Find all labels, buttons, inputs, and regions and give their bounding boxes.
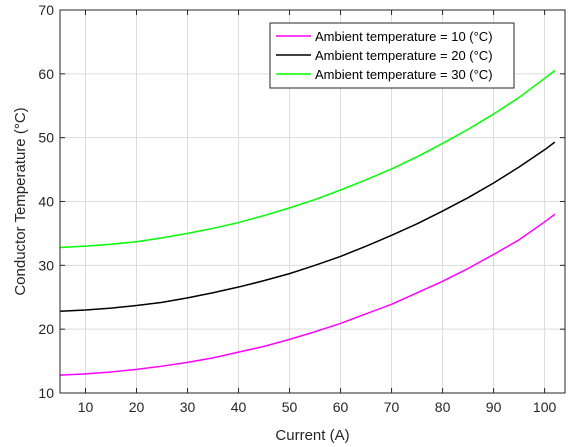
x-axis-ticks: 10 20 30 40 50 60 70 80 90 100	[78, 10, 557, 415]
x-axis-label: Current (A)	[275, 427, 349, 444]
legend-entry: Ambient temperature = 30 (°C)	[315, 67, 493, 82]
y-tick-label: 70	[38, 2, 54, 18]
x-tick-label: 10	[78, 399, 94, 415]
y-axis-label: Conductor Temperature (°C)	[12, 107, 29, 295]
series-line-1	[59, 213, 556, 376]
legend: Ambient temperature = 10 (°C) Ambient tem…	[269, 22, 515, 89]
x-tick-label: 20	[129, 399, 145, 415]
x-tick-label: 70	[384, 399, 400, 415]
legend-entry: Ambient temperature = 20 (°C)	[315, 48, 493, 63]
x-tick-label: 30	[180, 399, 196, 415]
x-tick-label: 60	[333, 399, 349, 415]
y-tick-label: 20	[38, 321, 54, 337]
legend-entry: Ambient temperature = 10 (°C)	[315, 29, 493, 44]
x-tick-label: 90	[486, 399, 502, 415]
x-tick-label: 80	[435, 399, 451, 415]
series-line-3	[59, 70, 556, 249]
x-tick-label: 40	[231, 399, 247, 415]
x-tick-label: 100	[533, 399, 557, 415]
y-tick-label: 30	[38, 257, 54, 273]
y-tick-label: 60	[38, 66, 54, 82]
y-tick-label: 40	[38, 194, 54, 210]
x-tick-label: 50	[282, 399, 298, 415]
series-line-2	[59, 141, 556, 313]
series-lines	[59, 70, 556, 376]
y-axis-ticks: 10 20 30 40 50 60 70	[38, 2, 565, 401]
y-tick-label: 10	[38, 385, 54, 401]
y-tick-label: 50	[38, 130, 54, 146]
